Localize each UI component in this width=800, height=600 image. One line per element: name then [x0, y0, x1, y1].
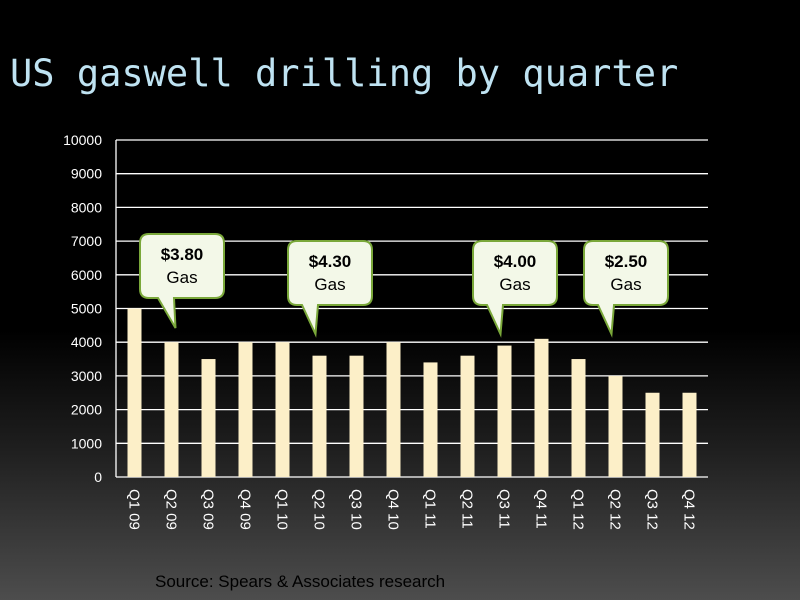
callout-price: $2.50 [605, 252, 648, 271]
x-tick-label: Q1 11 [422, 489, 439, 529]
y-tick-label: 10000 [63, 132, 102, 148]
y-tick-label: 9000 [71, 166, 102, 182]
y-tick-label: 8000 [71, 199, 102, 215]
bar [645, 392, 660, 477]
bar [275, 342, 290, 477]
bar [423, 362, 438, 477]
x-tick-label: Q4 10 [385, 489, 402, 530]
callout-label: Gas [610, 275, 641, 294]
x-tick-label: Q3 11 [496, 489, 513, 529]
bar [349, 355, 364, 477]
y-tick-label: 1000 [71, 435, 102, 451]
x-tick-label: Q4 12 [681, 489, 698, 530]
x-tick-label: Q3 12 [644, 489, 661, 530]
bar [571, 359, 586, 477]
callout-label: Gas [314, 275, 345, 294]
x-tick-label: Q3 09 [200, 489, 217, 530]
bar [608, 375, 623, 477]
y-tick-label: 2000 [71, 402, 102, 418]
x-tick-label: Q1 10 [274, 489, 291, 530]
callout-bubble [472, 240, 558, 338]
callout-price: $4.30 [309, 252, 352, 271]
x-tick-label: Q2 11 [459, 489, 476, 529]
x-tick-label: Q4 09 [237, 489, 254, 530]
x-tick-label: Q2 10 [311, 489, 328, 530]
y-tick-label: 6000 [71, 267, 102, 283]
callout-bubble [287, 240, 373, 338]
bar [312, 355, 327, 477]
x-tick-label: Q1 12 [570, 489, 587, 530]
bar [127, 308, 142, 477]
y-tick-label: 5000 [71, 301, 102, 317]
x-axis-ticks: Q1 09 Q2 09 Q3 09 Q4 09 Q1 10 Q2 10 Q3 10 Q4 10… [126, 489, 698, 530]
x-tick-label: Q2 12 [607, 489, 624, 530]
bar [497, 345, 512, 477]
callout-bubble [139, 233, 225, 329]
x-tick-label: Q1 09 [126, 489, 143, 530]
callout-price: $4.00 [494, 252, 537, 271]
bar [534, 338, 549, 477]
x-tick-label: Q3 10 [348, 489, 365, 530]
x-tick-label: Q2 09 [163, 489, 180, 530]
y-tick-label: 3000 [71, 368, 102, 384]
y-tick-label: 0 [94, 469, 102, 485]
chart-title: US gaswell drilling by quarter [10, 52, 679, 95]
source-note: Source: Spears & Associates research [155, 572, 446, 591]
y-axis-ticks: 0 1000 2000 3000 4000 5000 6000 7000 8000 9000 100… [63, 132, 102, 485]
bar [201, 359, 216, 477]
y-tick-label: 7000 [71, 233, 102, 249]
y-tick-label: 4000 [71, 334, 102, 350]
bar [238, 342, 253, 477]
callout-price: $3.80 [161, 245, 204, 264]
x-tick-label: Q4 11 [533, 489, 550, 529]
bar-series [127, 308, 697, 477]
bar [164, 342, 179, 477]
callout-label: Gas [166, 268, 197, 287]
callout-label: Gas [499, 275, 530, 294]
callout-bubble [583, 240, 669, 338]
price-callouts: $3.80 Gas $4.30 Gas $4.00 Gas $2.50 Gas [139, 233, 669, 338]
bar [386, 342, 401, 477]
bar [682, 392, 697, 477]
bar [460, 355, 475, 477]
